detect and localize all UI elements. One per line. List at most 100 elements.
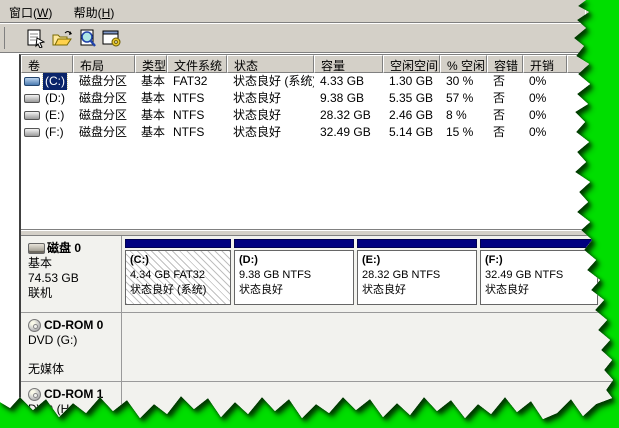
column-header-freespace[interactable]: 空闲空间 (383, 55, 440, 73)
volume-icon (24, 94, 40, 103)
partition-status: 状态良好 (362, 284, 406, 296)
volume-name: (D:) (45, 91, 65, 105)
table-row-e[interactable]: (E:) 磁盘分区 基本 NTFS 状态良好 28.32 GB 2.46 GB … (21, 107, 613, 124)
cdrom1-info[interactable]: CD-ROM 1 DVD (H:) (21, 382, 122, 419)
cdrom-icon (28, 388, 41, 401)
cell-overhead: 0% (529, 108, 547, 122)
cell-freespace: 2.46 GB (389, 108, 434, 122)
drive-letter: DVD (G:) (28, 333, 78, 347)
cell-status: 状态良好 (233, 125, 282, 139)
disk-management-pane: 卷 布局 类型 文件系统 状态 容量 空闲空间 % 空闲 容错 开销 (C:) (19, 54, 613, 419)
column-header-type[interactable]: 类型 (135, 55, 167, 73)
cell-layout: 磁盘分区 (79, 125, 128, 139)
table-row-d[interactable]: (D:) 磁盘分区 基本 NTFS 状态良好 9.38 GB 5.35 GB 5… (21, 90, 613, 107)
properties-button[interactable] (23, 27, 47, 50)
volume-icon (24, 111, 40, 120)
cell-fault: 否 (493, 91, 506, 105)
menu-help-label-end: ) (110, 6, 115, 20)
open-button[interactable] (50, 27, 74, 50)
cell-pctfree: 15 % (446, 125, 474, 139)
cell-capacity: 28.32 GB (320, 108, 371, 122)
menu-window-hotkey: W (37, 6, 49, 20)
cell-status: 状态良好 (系统) (233, 74, 314, 88)
media-status: 无媒体 (28, 362, 65, 376)
cell-capacity: 9.38 GB (320, 91, 365, 105)
partition-block-e[interactable]: (E:) 28.32 GB NTFS 状态良好 (357, 239, 477, 308)
primary-partition-bar (480, 239, 598, 248)
cell-capacity: 32.49 GB (320, 125, 371, 139)
cdrom1-row: CD-ROM 1 DVD (H:) (21, 382, 613, 419)
console-settings-icon (101, 29, 123, 48)
partition-block-c[interactable]: (C:) 4.34 GB FAT32 状态良好 (系统) (125, 239, 231, 308)
menu-window-label: 窗口( (9, 6, 37, 20)
volume-icon (24, 128, 40, 137)
primary-partition-bar (234, 239, 354, 248)
partition-label: (F:) (485, 254, 503, 266)
partition-size: 28.32 GB NTFS (362, 269, 441, 281)
menu-help[interactable]: 帮助(H) (65, 0, 124, 23)
table-row-f[interactable]: (F:) 磁盘分区 基本 NTFS 状态良好 32.49 GB 5.14 GB … (21, 124, 613, 141)
column-header-filesystem[interactable]: 文件系统 (167, 55, 227, 73)
cdrom0-info[interactable]: CD-ROM 0 DVD (G:) 无媒体 (21, 313, 122, 381)
cell-fault: 否 (493, 108, 506, 122)
cell-filesystem: NTFS (173, 125, 205, 139)
menu-bar: 窗口(W) 帮助(H) (0, 0, 613, 23)
cropped-toolbar-edge (0, 27, 5, 49)
window-icon (591, 10, 603, 17)
partition-block-f[interactable]: (F:) 32.49 GB NTFS 状态良好 (480, 239, 598, 308)
harddisk-icon (28, 243, 45, 254)
cell-filesystem: FAT32 (173, 74, 208, 88)
pane-splitter[interactable] (21, 229, 613, 236)
cdrom-icon (28, 319, 41, 332)
column-header-filler (567, 55, 613, 73)
column-header-status[interactable]: 状态 (227, 55, 314, 73)
cell-freespace: 5.14 GB (389, 125, 434, 139)
menu-help-hotkey: H (101, 6, 111, 20)
column-header-capacity[interactable]: 容量 (314, 55, 383, 73)
disk-type: 基本 (28, 256, 53, 270)
column-header-fault[interactable]: 容错 (487, 55, 523, 73)
partition-label: (E:) (362, 254, 381, 266)
partition-block-d[interactable]: (D:) 9.38 GB NTFS 状态良好 (234, 239, 354, 308)
graphical-view: 磁盘 0 基本 74.53 GB 联机 (C:) 4.34 GB FAT32 (21, 236, 613, 419)
disk0-partitions: (C:) 4.34 GB FAT32 状态良好 (系统) (D:) 9.38 G… (123, 236, 613, 312)
volume-name: (F:) (45, 125, 64, 139)
cell-status: 状态良好 (233, 108, 282, 122)
partition-size: 9.38 GB NTFS (239, 269, 312, 281)
cell-overhead: 0% (529, 91, 547, 105)
cell-type: 基本 (141, 91, 166, 105)
partition-status: 状态良好 (485, 284, 529, 296)
cell-overhead: 0% (529, 74, 547, 88)
disk-name: CD-ROM 1 (44, 387, 104, 401)
primary-partition-bar (125, 239, 231, 248)
disk-size: 74.53 GB (28, 271, 79, 285)
cell-fault: 否 (493, 125, 506, 139)
disk0-info[interactable]: 磁盘 0 基本 74.53 GB 联机 (21, 236, 122, 312)
volume-name: (C:) (42, 73, 68, 90)
column-header-volume[interactable]: 卷 (21, 55, 73, 73)
partition-label: (D:) (239, 254, 258, 266)
cell-pctfree: 8 % (446, 108, 467, 122)
view-button[interactable] (76, 27, 100, 50)
table-row-c[interactable]: (C:) 磁盘分区 基本 FAT32 状态良好 (系统) 4.33 GB 1.3… (21, 73, 613, 90)
menu-window[interactable]: 窗口(W) (0, 0, 61, 23)
cell-fault: 否 (493, 74, 506, 88)
partition-status: 状态良好 (239, 284, 283, 296)
window-control-button[interactable] (585, 3, 609, 20)
disk-name: 磁盘 0 (47, 241, 82, 255)
column-header-pctfree[interactable]: % 空闲 (440, 55, 487, 73)
disk-status: 联机 (28, 286, 53, 300)
cell-type: 基本 (141, 108, 166, 122)
toolbar (0, 24, 613, 53)
partition-size: 4.34 GB FAT32 (130, 269, 206, 281)
column-header-layout[interactable]: 布局 (73, 55, 135, 73)
cdrom0-row: CD-ROM 0 DVD (G:) 无媒体 (21, 313, 613, 382)
console-button[interactable] (100, 27, 124, 50)
cell-overhead: 0% (529, 125, 547, 139)
column-header-overhead[interactable]: 开销 (523, 55, 567, 73)
cell-type: 基本 (141, 74, 166, 88)
cell-layout: 磁盘分区 (79, 108, 128, 122)
cell-freespace: 1.30 GB (389, 74, 434, 88)
